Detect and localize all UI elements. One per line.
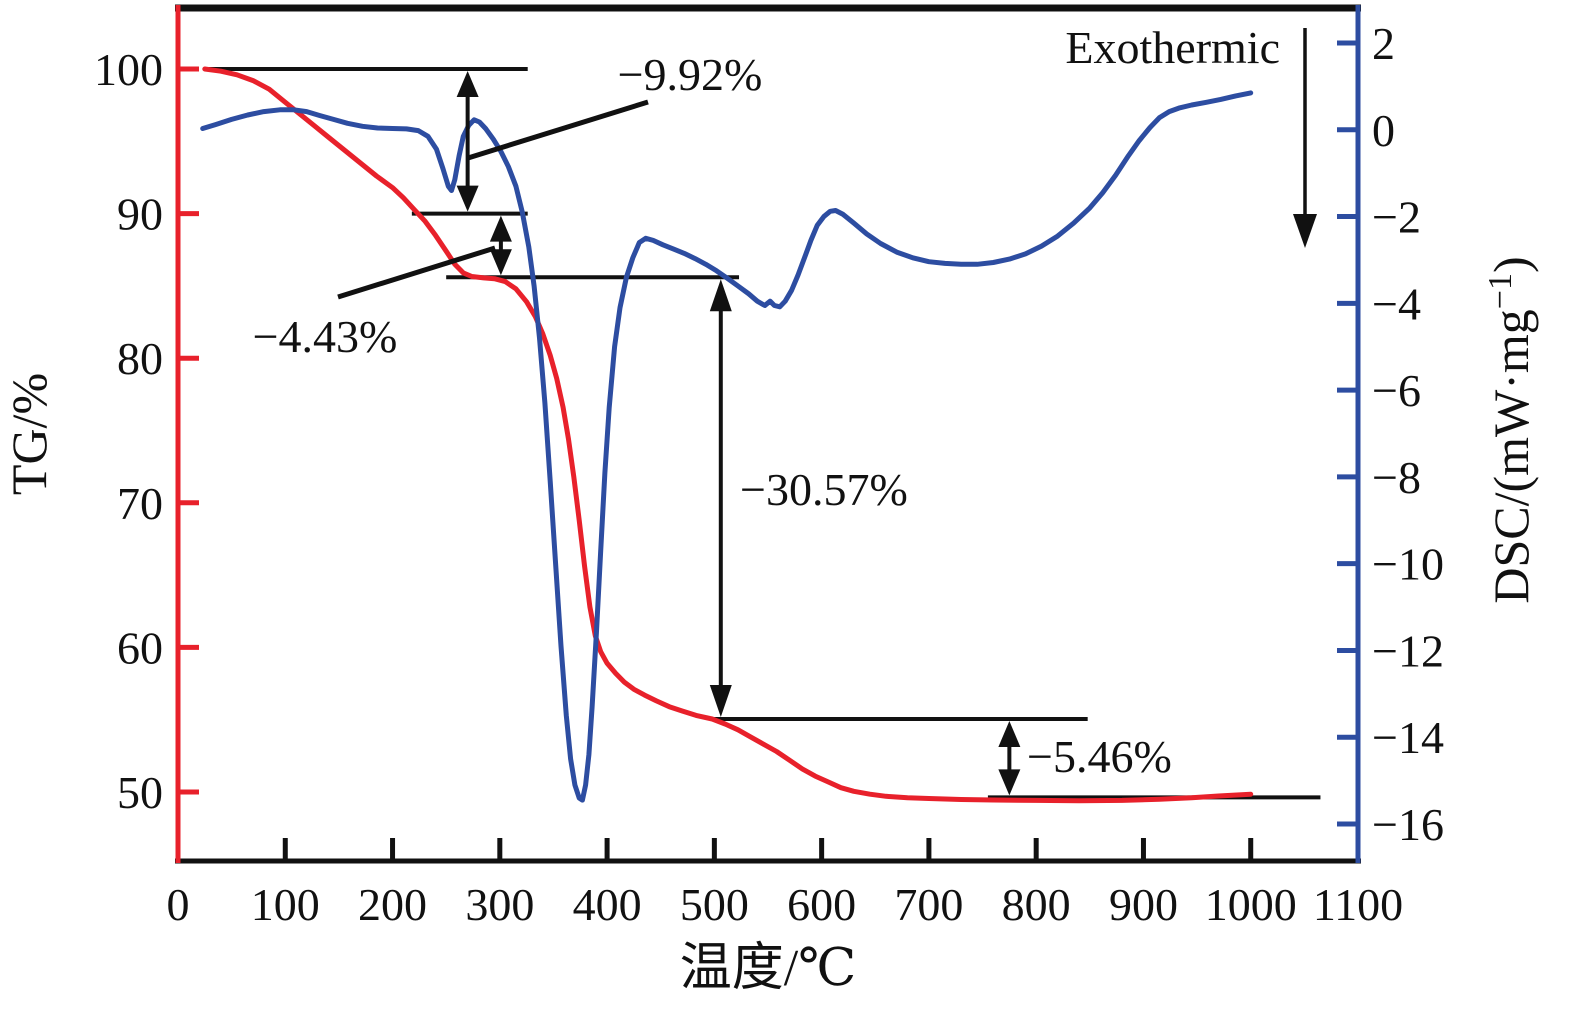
annotation-lines xyxy=(204,67,1321,800)
dsc-tick-label: 0 xyxy=(1372,105,1395,156)
dsc-tick-label: −10 xyxy=(1372,539,1444,590)
mass-loss-arrowhead-up-2 xyxy=(489,215,512,242)
dsc-tick-label: −8 xyxy=(1372,452,1421,503)
leader-4-43 xyxy=(337,245,496,300)
x-tick-label: 800 xyxy=(1002,879,1071,930)
dsc-tick-label: −12 xyxy=(1372,625,1444,676)
x-tick-label: 700 xyxy=(894,879,963,930)
x-tick-label: 1000 xyxy=(1205,879,1297,930)
exothermic-arrowhead xyxy=(1293,214,1317,248)
dsc-tick-label: −2 xyxy=(1372,192,1421,243)
x-tick-label: 600 xyxy=(787,879,856,930)
dsc-tick-label: −6 xyxy=(1372,365,1421,416)
mass-loss-arrowhead-down-4 xyxy=(998,769,1021,796)
dsc-curve xyxy=(200,90,1254,803)
tg-tick-label: 50 xyxy=(117,767,163,818)
x-tick-label: 100 xyxy=(251,879,320,930)
mass-loss-label-2: −4.43% xyxy=(253,311,398,362)
plot-frame xyxy=(175,4,1361,864)
x-axis-title: 温度/℃ xyxy=(680,940,857,997)
tg-curve xyxy=(202,66,1254,804)
mass-loss-label-3: −30.57% xyxy=(740,464,908,515)
annotation-arrows xyxy=(337,28,1317,796)
mass-loss-label-4: −5.46% xyxy=(1027,731,1172,782)
mass-loss-arrowhead-down-1 xyxy=(456,185,479,212)
mass-loss-arrowhead-down-3 xyxy=(709,684,732,717)
mass-loss-arrowhead-up-4 xyxy=(998,720,1021,747)
tg-tick-label: 100 xyxy=(94,44,163,95)
curves xyxy=(200,66,1254,804)
mass-loss-label-1: −9.92% xyxy=(618,49,763,100)
exothermic-label: Exothermic xyxy=(1065,22,1280,73)
mass-loss-arrowhead-down-2 xyxy=(489,249,512,276)
axis-ticks: 0 100 200 300 400 500 600 700 800 900 1000 11001009… xyxy=(94,18,1444,930)
dsc-axis-title: DSC/(mW·mg−1) xyxy=(1482,256,1539,603)
tg-tick-label: 60 xyxy=(117,622,163,673)
mass-loss-arrowhead-up-3 xyxy=(709,279,732,312)
leader-9-92 xyxy=(467,99,649,161)
x-tick-label: 300 xyxy=(465,879,534,930)
x-tick-label: 0 xyxy=(167,879,190,930)
tg-tick-label: 90 xyxy=(117,189,163,240)
x-tick-label: 900 xyxy=(1109,879,1178,930)
x-tick-label: 1100 xyxy=(1313,879,1403,930)
tg-tick-label: 80 xyxy=(117,333,163,384)
x-tick-label: 400 xyxy=(573,879,642,930)
x-tick-label: 500 xyxy=(680,879,749,930)
tg-axis-title: TG/% xyxy=(1,373,57,495)
dsc-tick-label: −16 xyxy=(1372,799,1444,850)
dsc-tick-label: −4 xyxy=(1372,278,1421,329)
x-tick-label: 200 xyxy=(358,879,427,930)
dsc-tick-label: −14 xyxy=(1372,712,1444,763)
tg-tick-label: 70 xyxy=(117,478,163,529)
mass-loss-arrowhead-up-1 xyxy=(456,71,479,97)
dsc-tick-label: 2 xyxy=(1372,18,1395,69)
